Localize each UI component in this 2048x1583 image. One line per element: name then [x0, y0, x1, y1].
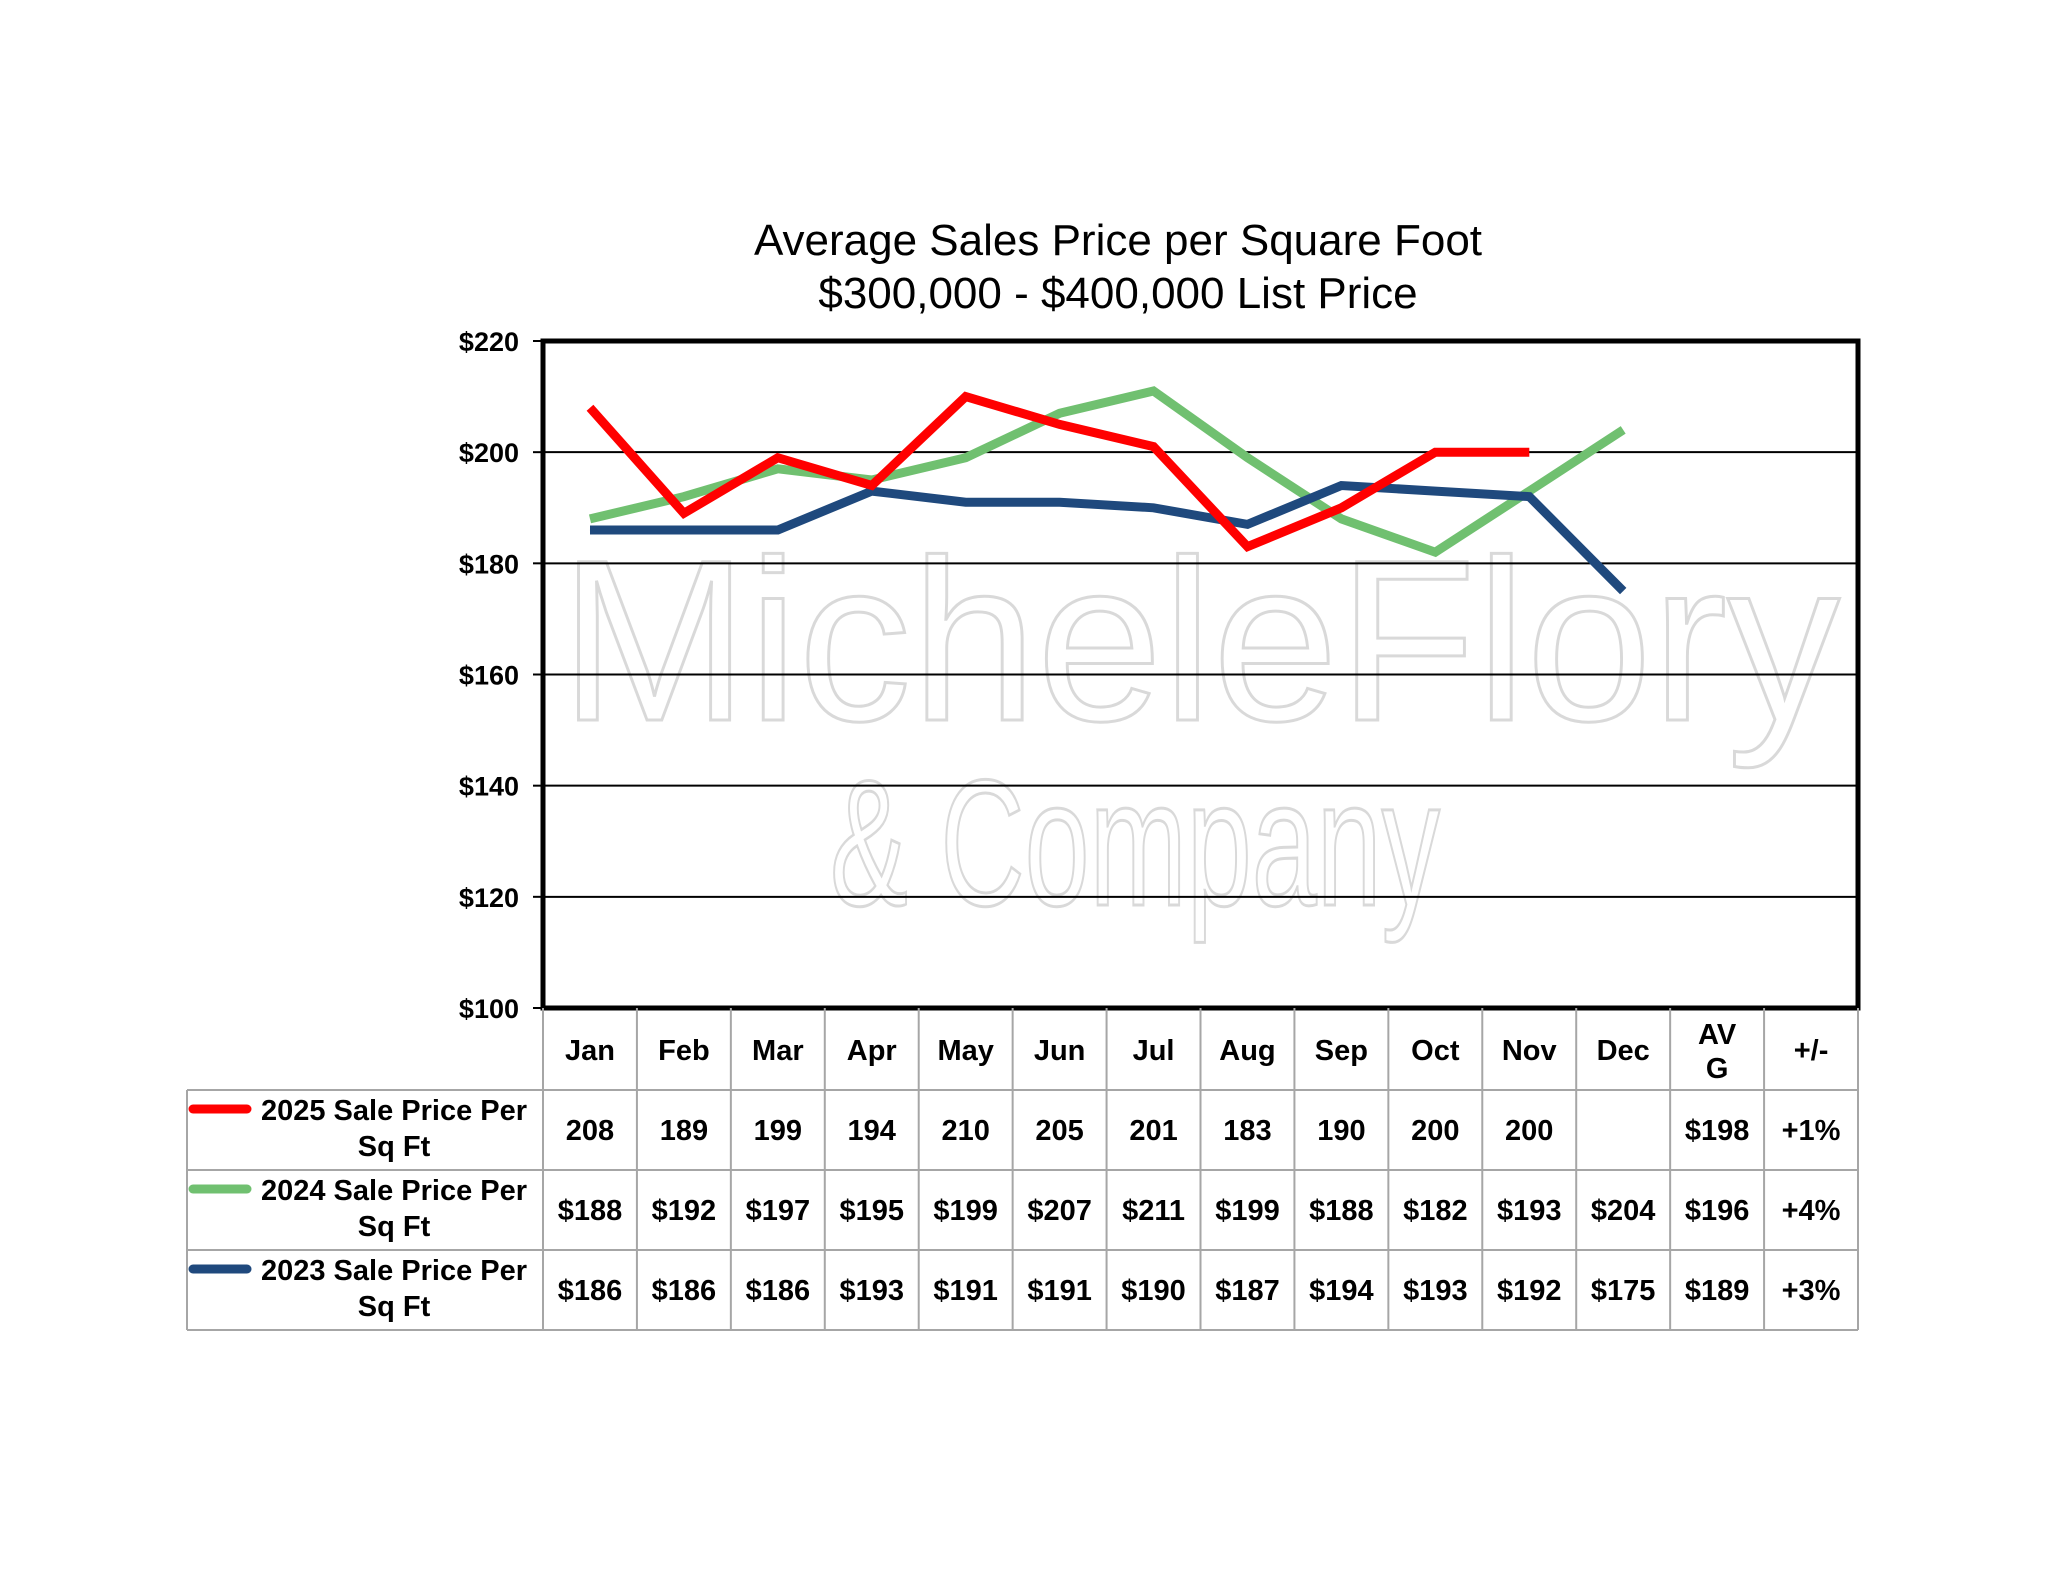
table-cell: $188: [1309, 1195, 1374, 1227]
series-line-1: [586, 391, 1530, 553]
series-line-2: [588, 386, 1626, 558]
table-cell: $182: [1403, 1195, 1468, 1227]
table-cell: $192: [652, 1195, 717, 1227]
x-tick-label: Jun: [1034, 1035, 1086, 1067]
table-cell: 194: [848, 1115, 896, 1147]
y-tick-label: $120: [459, 883, 519, 913]
legend-label-3-line-2: Sq Ft: [358, 1291, 431, 1323]
table-cell: $204: [1591, 1195, 1656, 1227]
chart-title-line-1: Average Sales Price per Square Foot: [754, 216, 1482, 265]
table-cell: 183: [1223, 1115, 1271, 1147]
legend-label-1-line-2: Sq Ft: [358, 1131, 431, 1163]
table-cell: 199: [754, 1115, 802, 1147]
change-header: +/-: [1794, 1035, 1829, 1067]
series-lines: [586, 386, 1627, 595]
watermark: MicheleFlory& Company: [559, 511, 1842, 946]
watermark-line-1: MicheleFlory: [560, 512, 1840, 769]
table-cell: $192: [1497, 1275, 1562, 1307]
table-cell: $195: [839, 1195, 904, 1227]
table-cell: $199: [1215, 1195, 1280, 1227]
table-cell: $186: [652, 1275, 717, 1307]
chart-title: Average Sales Price per Square Foot$300,…: [754, 216, 1482, 318]
legend-label-2: 2024 Sale Price Per: [261, 1175, 527, 1207]
x-tick-label: Dec: [1597, 1035, 1650, 1067]
y-tick-label: $180: [459, 549, 519, 579]
table-cell: $194: [1309, 1275, 1374, 1307]
table-cell: $187: [1215, 1275, 1280, 1307]
table-cell: $199: [933, 1195, 998, 1227]
series-line-3: [590, 480, 1627, 595]
table-cell: $193: [1403, 1275, 1468, 1307]
avg-header-line-2: G: [1706, 1053, 1729, 1085]
watermark-line-2: & Company: [830, 743, 1440, 944]
legend-label-2-line-2: Sq Ft: [358, 1211, 431, 1243]
table-cell: $186: [746, 1275, 811, 1307]
x-tick-label: Apr: [847, 1035, 897, 1067]
table-cell: 190: [1317, 1115, 1365, 1147]
y-tick-label: $200: [459, 438, 519, 468]
x-tick-label: Feb: [658, 1035, 710, 1067]
table-cell: $186: [558, 1275, 623, 1307]
table-cell: 210: [941, 1115, 989, 1147]
y-tick-label: $160: [459, 661, 519, 691]
avg-cell: $196: [1685, 1195, 1750, 1227]
table-cell: $190: [1121, 1275, 1186, 1307]
table-cell: $197: [746, 1195, 811, 1227]
gridlines: [543, 451, 1858, 898]
change-cell: +4%: [1782, 1195, 1841, 1227]
table-cell: 201: [1129, 1115, 1177, 1147]
table-cell: $188: [558, 1195, 623, 1227]
table-cell: $193: [1497, 1195, 1562, 1227]
x-tick-label: Oct: [1411, 1035, 1460, 1067]
y-tick-label: $100: [459, 994, 519, 1024]
table-cell: $191: [933, 1275, 998, 1307]
avg-header-line-1: AV: [1698, 1019, 1737, 1051]
y-tick-label: $140: [459, 772, 519, 802]
avg-cell: $198: [1685, 1115, 1750, 1147]
chart-title-line-2: $300,000 - $400,000 List Price: [818, 269, 1417, 318]
table-cell: 200: [1505, 1115, 1553, 1147]
table-cell: $193: [839, 1275, 904, 1307]
data-table: Jan Feb Mar Apr May Jun Jul Aug Sep Oct Nov Dec AVG +…: [186, 1008, 1859, 1331]
table-cell: $211: [1122, 1195, 1185, 1227]
table-cell: $191: [1027, 1275, 1092, 1307]
x-tick-label: May: [937, 1035, 993, 1067]
table-cell: 189: [660, 1115, 708, 1147]
x-tick-label: Aug: [1219, 1035, 1275, 1067]
x-tick-label: Nov: [1502, 1035, 1557, 1067]
x-tick-label: Jan: [565, 1035, 615, 1067]
x-tick-label: Mar: [752, 1035, 804, 1067]
table-cell: 200: [1411, 1115, 1459, 1147]
table-cell: $207: [1027, 1195, 1092, 1227]
table-cell: 205: [1035, 1115, 1083, 1147]
legend-label-1: 2025 Sale Price Per: [261, 1095, 527, 1127]
change-cell: +3%: [1782, 1275, 1841, 1307]
legend-label-3: 2023 Sale Price Per: [261, 1255, 527, 1287]
y-tick-label: $220: [459, 327, 519, 357]
x-tick-label: Jul: [1133, 1035, 1175, 1067]
y-axis: $100 $120 $140 $160 $180 $200 $220: [459, 327, 543, 1024]
change-cell: +1%: [1782, 1115, 1841, 1147]
avg-cell: $189: [1685, 1275, 1750, 1307]
table-cell: $175: [1591, 1275, 1656, 1307]
x-tick-label: Sep: [1315, 1035, 1368, 1067]
table-cell: 208: [566, 1115, 614, 1147]
